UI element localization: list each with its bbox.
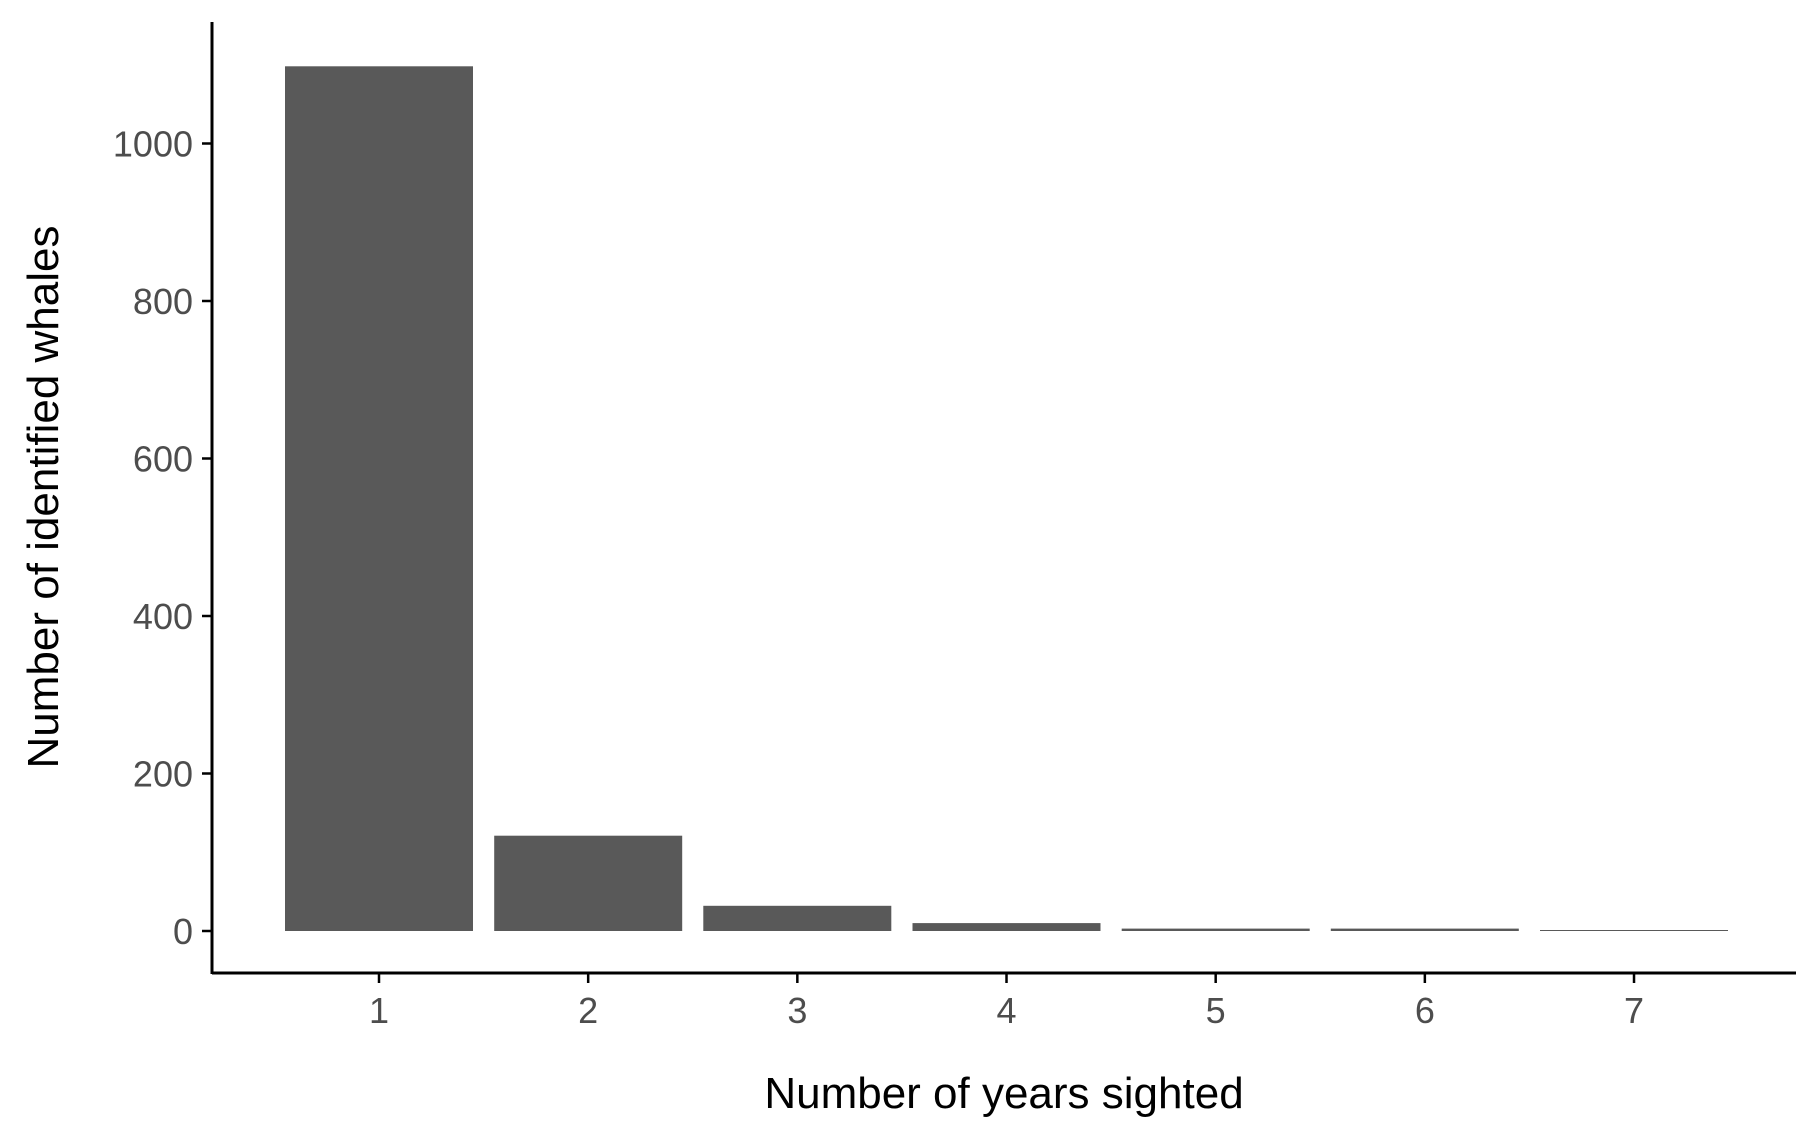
y-tick-label: 200: [133, 754, 193, 795]
y-tick-label: 800: [133, 281, 193, 322]
y-ticks-layer: 0 200 400 600 800 1000: [113, 124, 212, 952]
y-tick-label: 400: [133, 596, 193, 637]
y-tick-label: 0: [173, 911, 193, 952]
x-tick-label: 2: [578, 990, 598, 1031]
x-tick-label: 5: [1206, 990, 1226, 1031]
axes-layer: [210, 22, 1796, 975]
y-tick-label: 1000: [113, 124, 193, 165]
y-axis-title: Number of identified whales: [19, 226, 68, 769]
bar-1: [285, 66, 473, 932]
x-tick-label: 4: [996, 990, 1016, 1031]
bars-layer: [285, 66, 1728, 932]
x-tick-label: 1: [369, 990, 389, 1031]
bar-3: [703, 905, 892, 931]
bar-2: [494, 835, 683, 931]
y-tick-label: 600: [133, 439, 193, 480]
bar-4: [912, 923, 1101, 931]
x-tick-label: 6: [1415, 990, 1435, 1031]
x-tick-label: 3: [787, 990, 807, 1031]
x-axis-title: Number of years sighted: [764, 1069, 1243, 1118]
x-tick-label: 7: [1624, 990, 1644, 1031]
bar-6: [1330, 928, 1519, 931]
bar-7: [1540, 930, 1728, 931]
x-ticks-layer: 1 2 3 4 5 6 7: [369, 973, 1644, 1031]
bar-5: [1121, 928, 1310, 931]
